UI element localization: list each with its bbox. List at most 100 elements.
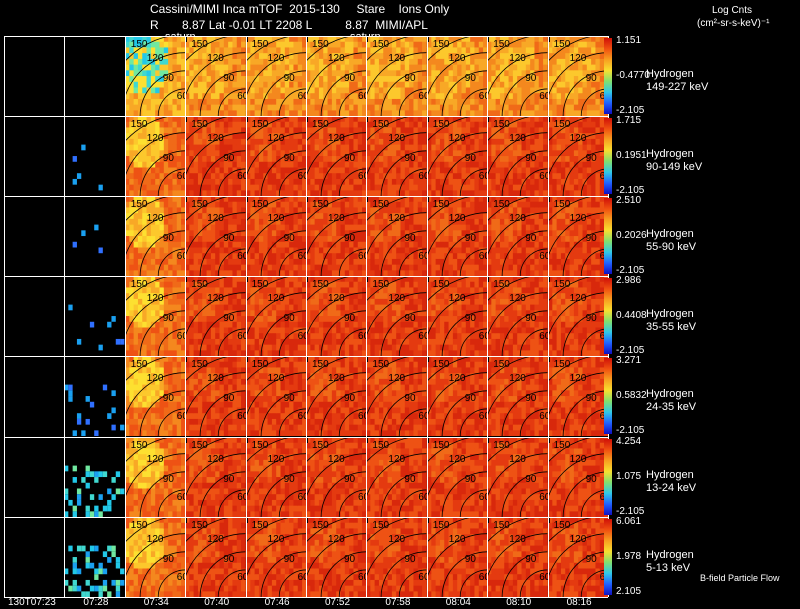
grid-label: 60 (600, 332, 608, 342)
row-species-label: Hydrogen (646, 308, 694, 321)
b-field-particle-flow-label: B-field Particle Flow (700, 573, 780, 583)
grid-label: 90 (344, 313, 356, 325)
grid-label: 150 (130, 199, 148, 211)
image-cell (64, 276, 125, 356)
grid-label: 120 (267, 293, 285, 305)
grid-label: 90 (464, 233, 476, 245)
grid-label: 120 (509, 373, 526, 385)
color-bar-min-label: -2.105 (616, 105, 645, 116)
time-label: 08:04 (445, 597, 471, 608)
image-cell (4, 356, 64, 436)
grid-label: 120 (569, 533, 587, 545)
grid-label: 120 (509, 453, 526, 465)
row-energy-label: 55-90 keV (646, 241, 697, 254)
grid-label: 150 (251, 359, 269, 371)
grid-label: 150 (493, 119, 510, 131)
image-cell (64, 36, 124, 116)
grid-label: 120 (146, 293, 164, 305)
grid-label: 120 (267, 373, 285, 385)
grid-label: 150 (372, 519, 390, 531)
grid-label: 90 (162, 553, 174, 565)
grid-label: 90 (223, 313, 235, 325)
color-bar-min-label: -2.105 (616, 425, 645, 437)
color-bar-mid-label: 0.4408 (616, 310, 647, 322)
grid-label: 60 (297, 91, 306, 102)
color-bar-mid-label: 1.978 (616, 550, 642, 562)
grid-label: 90 (404, 73, 416, 84)
grid-label: 120 (509, 533, 526, 545)
grid-label: 60 (539, 91, 548, 102)
grid-label: 150 (251, 199, 269, 211)
grid-label: 60 (176, 251, 186, 263)
grid-label: 120 (448, 533, 466, 545)
grid-label: 150 (432, 439, 450, 451)
grid-label: 150 (432, 359, 450, 371)
grid-line (487, 36, 489, 597)
grid-label: 150 (372, 39, 390, 50)
image-cell (4, 517, 64, 597)
grid-line (245, 36, 247, 597)
grid-label: 150 (432, 279, 450, 291)
color-bar-max-label: 6.061 (616, 515, 642, 527)
grid-label: 150 (191, 39, 208, 50)
grid-label: 90 (525, 313, 537, 325)
grid-line (4, 36, 5, 597)
grid-label: 150 (251, 439, 269, 451)
grid-label: 150 (251, 279, 269, 291)
grid-label: 120 (207, 293, 224, 305)
grid-label: 60 (358, 571, 367, 583)
grid-label: 60 (358, 491, 367, 503)
grid-label: 150 (251, 119, 269, 131)
color-bar-max-label: 1.715 (616, 115, 642, 127)
grid-label: 60 (600, 572, 608, 583)
grid-line (4, 36, 608, 37)
grid-label: 120 (388, 533, 406, 545)
grid-label: 120 (146, 133, 164, 145)
grid-label: 60 (418, 571, 427, 583)
grid-label: 60 (418, 251, 427, 263)
image-cell (4, 116, 64, 196)
grid-label: 150 (553, 279, 571, 291)
grid-label: 90 (464, 73, 476, 84)
grid-label: 120 (569, 133, 587, 145)
grid-label: 150 (372, 119, 390, 131)
grid-label: 60 (176, 91, 186, 102)
time-label: 08:10 (506, 597, 532, 608)
grid-label: 90 (525, 393, 537, 405)
color-bar-mid-label: 0.2026 (616, 230, 647, 242)
grid-label: 90 (283, 73, 295, 84)
grid-label: 60 (297, 331, 306, 343)
units-title: Log Cnts (712, 5, 753, 16)
grid-label: 90 (162, 73, 174, 84)
grid-label: 90 (283, 393, 295, 405)
grid-label: 60 (539, 571, 548, 583)
grid-label: 90 (404, 473, 416, 485)
grid-line (4, 276, 608, 278)
image-cell (64, 196, 124, 276)
row-energy-label: 5-13 keV (646, 561, 691, 574)
grid-label: 90 (162, 313, 174, 325)
